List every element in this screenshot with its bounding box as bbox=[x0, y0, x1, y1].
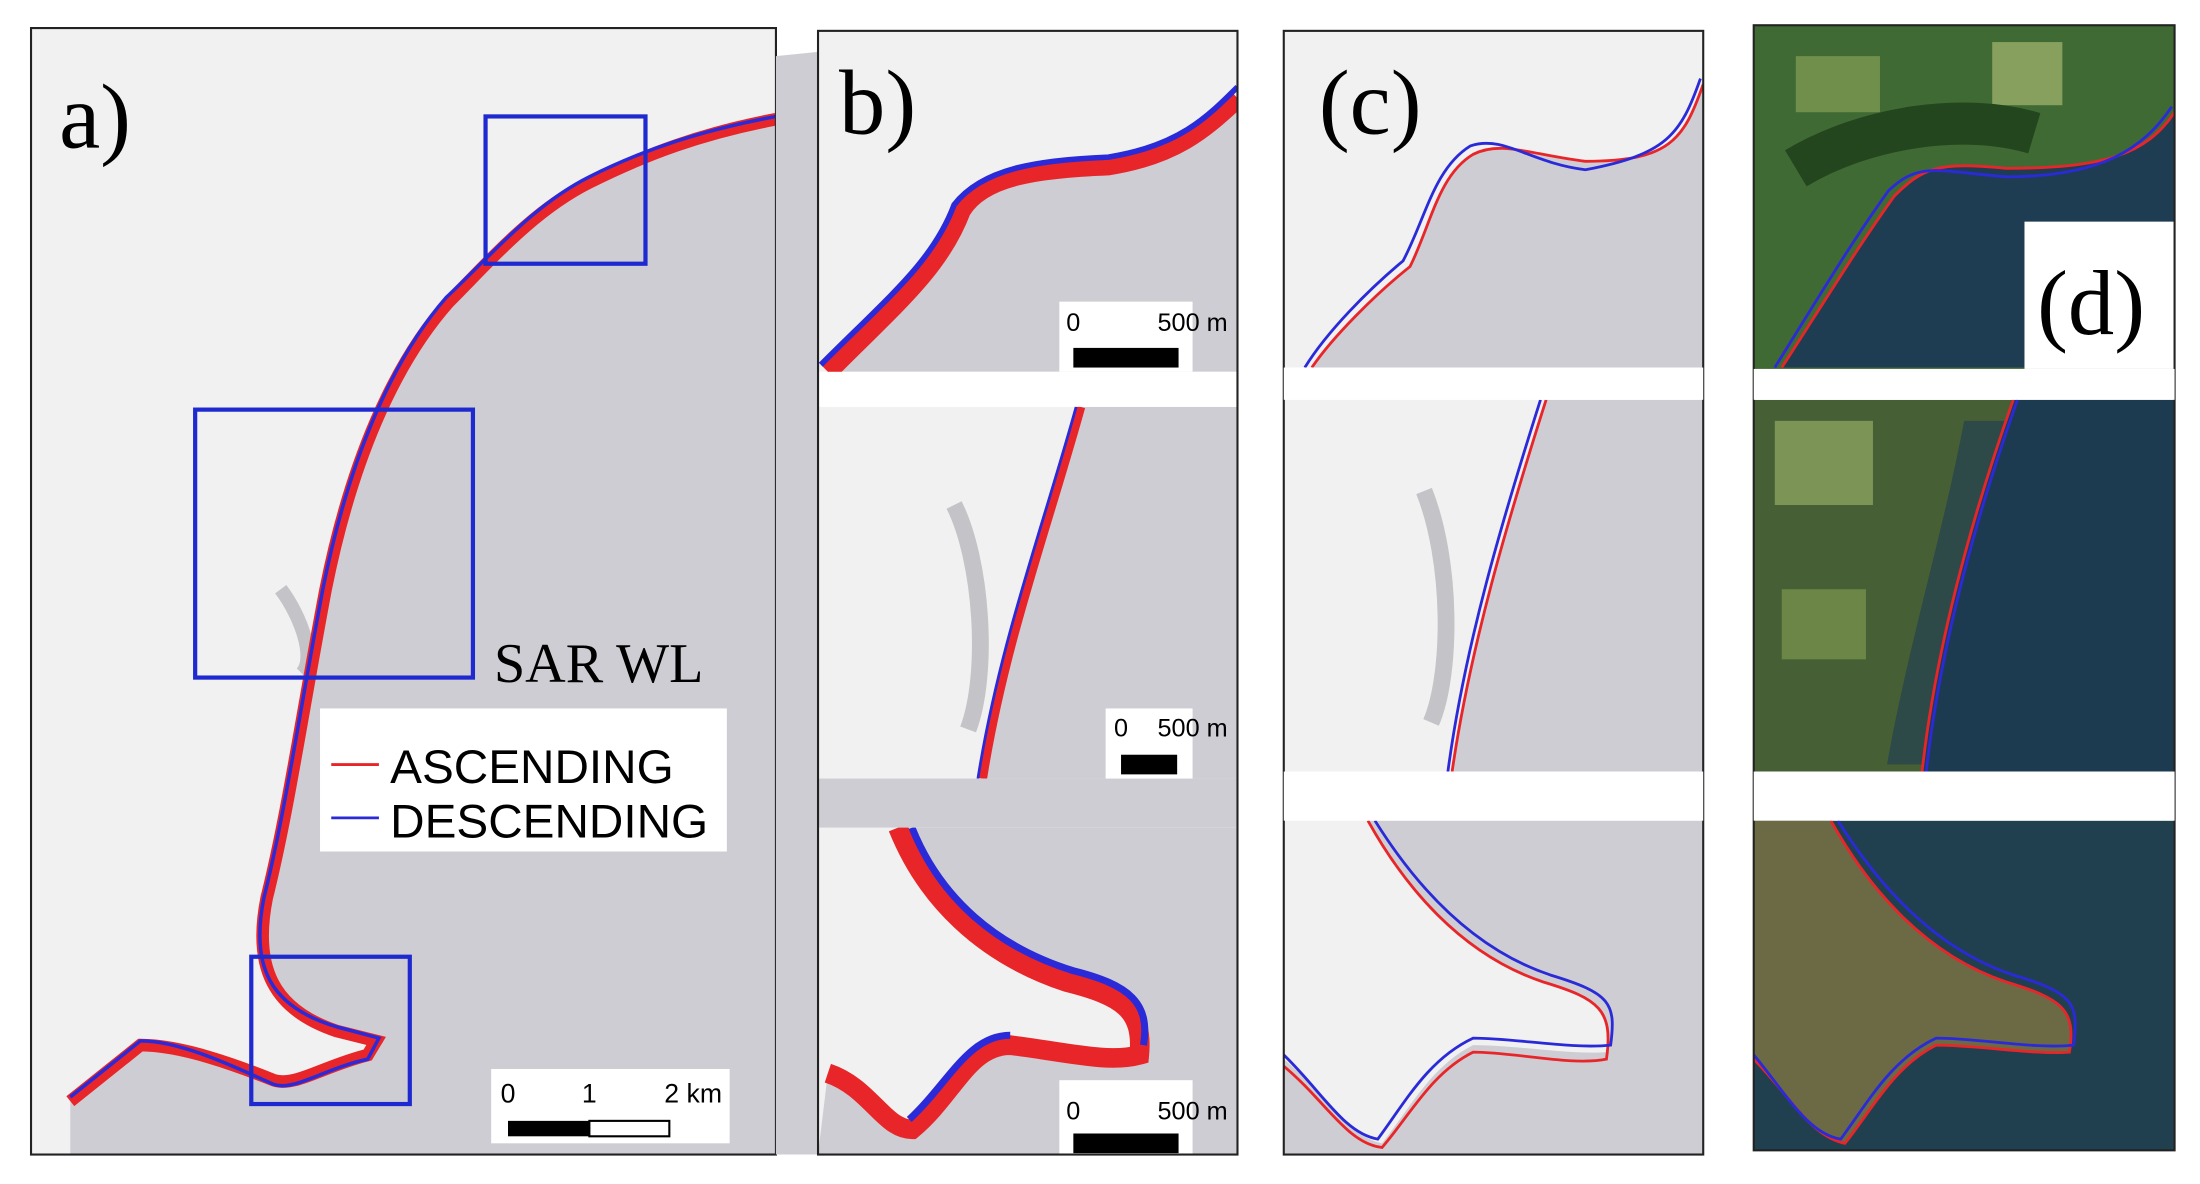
scale-label: 0 bbox=[501, 1079, 516, 1109]
panel-label: a) bbox=[59, 66, 131, 168]
sea bbox=[818, 827, 1238, 1155]
lagoon bbox=[1886, 420, 2007, 765]
scale-label: 1 bbox=[582, 1079, 597, 1109]
annotation: SAR WL bbox=[494, 633, 703, 695]
descending-shoreline bbox=[906, 827, 1149, 1123]
scale-label: 0 bbox=[1066, 1097, 1080, 1125]
field bbox=[1774, 420, 1873, 506]
ascending-shoreline bbox=[1310, 83, 1704, 368]
ascending-shoreline bbox=[1283, 820, 1610, 1150]
gap bbox=[1283, 367, 1704, 400]
descending-shoreline bbox=[1924, 399, 2019, 772]
ascending-shoreline bbox=[977, 406, 1086, 779]
descending-shoreline bbox=[69, 114, 776, 1099]
scale-bar bbox=[508, 1120, 590, 1137]
woodland bbox=[1784, 102, 2041, 187]
ascending-shoreline bbox=[1450, 399, 1548, 772]
ascending-shoreline bbox=[820, 90, 1238, 372]
connector bbox=[775, 51, 819, 1155]
panel-b: 0 500 m b) 0 500 m 0 500 m bbox=[816, 29, 1239, 1156]
estuary bbox=[946, 501, 989, 733]
scale-bar bbox=[1121, 754, 1178, 775]
scale-bar bbox=[1073, 1133, 1179, 1154]
gap bbox=[818, 778, 1238, 828]
scale-bar bbox=[1073, 347, 1179, 368]
scale-label: 0 bbox=[1066, 309, 1080, 337]
panel-label: (d) bbox=[2037, 253, 2145, 355]
sea bbox=[1311, 84, 1704, 368]
ascending-shoreline bbox=[1920, 399, 2015, 772]
sea bbox=[982, 406, 1238, 779]
sea bbox=[1452, 399, 1704, 772]
descending-shoreline bbox=[976, 406, 1078, 779]
gap bbox=[1753, 771, 2175, 821]
panel-frame bbox=[1282, 29, 1705, 1156]
estuary bbox=[1416, 487, 1455, 726]
scale-label: 500 m bbox=[1157, 1097, 1227, 1125]
field bbox=[1992, 42, 2063, 106]
sea bbox=[1922, 399, 2175, 772]
gap bbox=[1753, 368, 2175, 400]
field bbox=[1781, 589, 1866, 660]
descending-shoreline bbox=[818, 84, 1238, 367]
panel-d: (d) bbox=[1752, 24, 2176, 1152]
zoom-box bbox=[483, 114, 648, 266]
panel-frame bbox=[1752, 24, 2176, 1152]
panel-label: b) bbox=[839, 52, 916, 154]
descending-shoreline bbox=[1283, 820, 1614, 1141]
legend bbox=[320, 708, 727, 852]
panel-label: (c) bbox=[1319, 52, 1422, 154]
scale-label: 500 m bbox=[1157, 714, 1227, 742]
scale-label: 2 km bbox=[664, 1079, 722, 1109]
sea bbox=[1283, 820, 1704, 1155]
legend-label: DESCENDING bbox=[390, 795, 708, 848]
zoom-box bbox=[193, 407, 476, 680]
scale-label: 0 bbox=[1114, 714, 1128, 742]
legend-label: ASCENDING bbox=[390, 741, 674, 794]
land bbox=[1753, 820, 2071, 1144]
descending-shoreline bbox=[1773, 105, 2173, 369]
panel-a: a) SAR WL ASCENDING DESCENDING 0 1 2 km bbox=[31, 28, 776, 1155]
panel-c: (c) bbox=[1282, 29, 1705, 1156]
ascending-shoreline bbox=[66, 113, 776, 1107]
scale-label: 500 m bbox=[1157, 309, 1227, 337]
descending-shoreline bbox=[1446, 399, 1542, 772]
field bbox=[1795, 56, 1880, 113]
descending-shoreline bbox=[1753, 820, 2077, 1141]
descending-shoreline bbox=[1303, 78, 1702, 368]
panel-frame bbox=[816, 29, 1239, 1156]
scale-bar bbox=[588, 1119, 671, 1138]
gap bbox=[1283, 771, 1704, 821]
ascending-shoreline bbox=[1753, 820, 2073, 1145]
ascending-shoreline bbox=[824, 827, 1150, 1140]
label-box bbox=[2024, 221, 2175, 369]
zoom-box bbox=[249, 954, 412, 1107]
sea bbox=[70, 119, 776, 1155]
